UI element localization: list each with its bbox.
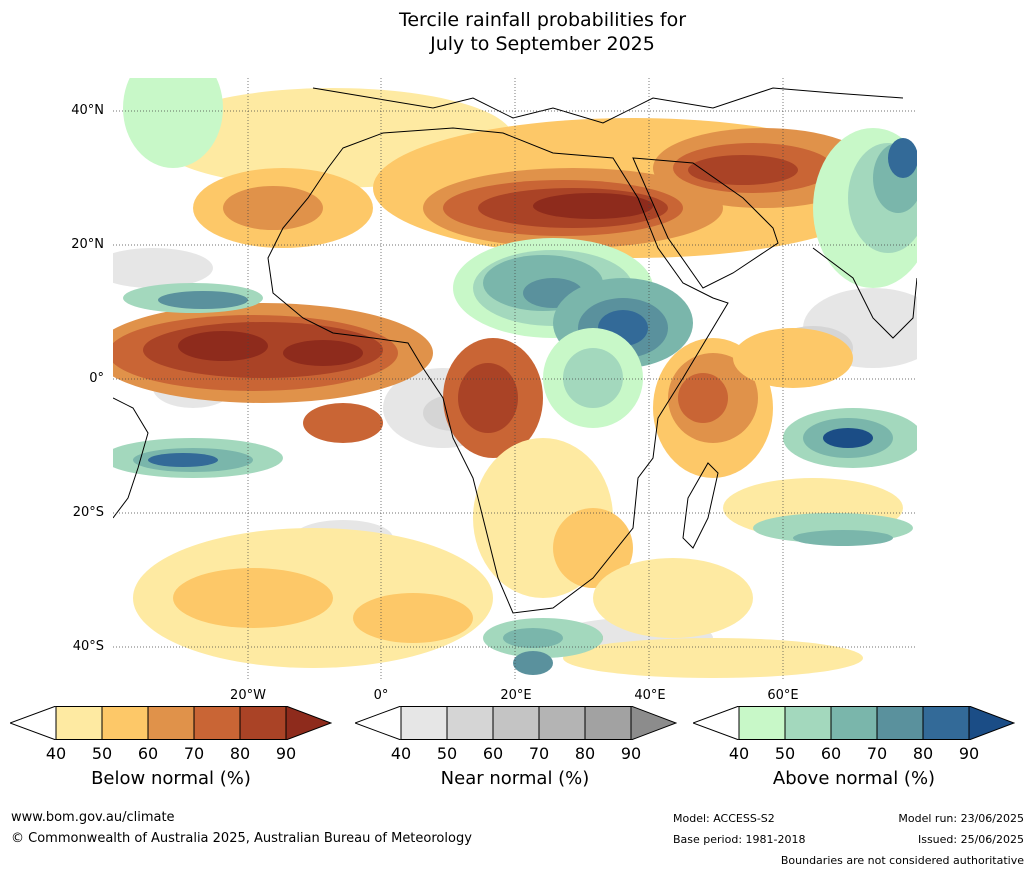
below-colorbar-high-extension — [285, 706, 332, 740]
near-tick-50: 50 — [436, 744, 458, 763]
below-colorbar-segment — [147, 706, 195, 740]
lat-label-20s: 20°S — [72, 505, 104, 520]
lon-label-0: 0° — [373, 688, 389, 703]
below-tick-40: 40 — [45, 744, 67, 763]
title-line-1: Tercile rainfall probabilities for — [398, 9, 687, 31]
europe-coastline — [312, 87, 904, 124]
arabia-coastline — [632, 157, 779, 289]
below-tick-90: 90 — [275, 744, 297, 763]
lat-label-0: 0° — [89, 371, 104, 386]
colorbar-below-normal — [10, 706, 332, 740]
below-tick-70: 70 — [183, 744, 205, 763]
lat-label-40s: 40°S — [72, 639, 104, 654]
below-tick-50: 50 — [91, 744, 113, 763]
footer-issued: Issued: 25/06/2025 — [917, 833, 1024, 846]
lon-label-60e: 60°E — [767, 688, 799, 703]
near-colorbar-segment — [400, 706, 448, 740]
below-colorbar-segment — [239, 706, 287, 740]
below-colorbar-low-extension — [10, 706, 57, 740]
lon-label-40e: 40°E — [634, 688, 666, 703]
colorbar-below-title: Below normal (%) — [91, 768, 251, 789]
graticule — [113, 78, 917, 680]
near-tick-70: 70 — [528, 744, 550, 763]
probability-fields — [113, 78, 917, 678]
near-tick-60: 60 — [482, 744, 504, 763]
colorbar-near-graphic — [355, 706, 677, 740]
colorbar-above-title: Above normal (%) — [772, 768, 936, 789]
footer-disclaimer: Boundaries are not considered authoritat… — [780, 854, 1024, 867]
lat-label-40n: 40°N — [71, 103, 104, 118]
colorbar-above-normal — [693, 706, 1015, 740]
above-tick-80: 80 — [912, 744, 934, 763]
lon-label-20e: 20°E — [500, 688, 532, 703]
above-colorbar-segment — [876, 706, 924, 740]
footer-copyright: © Commonwealth of Australia 2025, Austra… — [11, 831, 472, 846]
above-tick-50: 50 — [774, 744, 796, 763]
footer-base-period: Base period: 1981-2018 — [673, 833, 806, 846]
above-colorbar-segment — [922, 706, 970, 740]
below-tick-80: 80 — [229, 744, 251, 763]
above-colorbar-segment — [738, 706, 786, 740]
below-tick-60: 60 — [137, 744, 159, 763]
near-colorbar-low-extension — [355, 706, 402, 740]
near-tick-90: 90 — [620, 744, 642, 763]
lat-label-20n: 20°N — [71, 237, 104, 252]
above-colorbar-segment — [830, 706, 878, 740]
footer-model: Model: ACCESS-S2 — [673, 812, 775, 825]
rainfall-probability-map — [113, 78, 917, 680]
below-colorbar-segment — [55, 706, 103, 740]
below-colorbar-segment — [101, 706, 149, 740]
colorbar-above-graphic — [693, 706, 1015, 740]
colorbar-near-title: Near normal (%) — [440, 768, 590, 789]
below-colorbar-segment — [193, 706, 241, 740]
near-colorbar-segment — [446, 706, 494, 740]
above-colorbar-low-extension — [693, 706, 740, 740]
footer-model-run: Model run: 23/06/2025 — [898, 812, 1024, 825]
above-colorbar-segment — [784, 706, 832, 740]
near-colorbar-segment — [584, 706, 632, 740]
near-colorbar-segment — [538, 706, 586, 740]
map-title: Tercile rainfall probabilities for July … — [0, 8, 1035, 56]
africa-coastline — [267, 127, 729, 614]
near-tick-80: 80 — [574, 744, 596, 763]
india-coastline — [812, 247, 917, 339]
footer-website: www.bom.gov.au/climate — [11, 810, 175, 825]
map-graphic — [113, 78, 917, 680]
near-colorbar-segment — [492, 706, 540, 740]
near-colorbar-high-extension — [630, 706, 677, 740]
lon-label-20w: 20°W — [230, 688, 266, 703]
above-colorbar-high-extension — [968, 706, 1015, 740]
above-tick-70: 70 — [866, 744, 888, 763]
title-line-2: July to September 2025 — [430, 33, 655, 55]
above-tick-40: 40 — [728, 744, 750, 763]
above-tick-90: 90 — [958, 744, 980, 763]
colorbar-near-normal — [355, 706, 677, 740]
near-tick-40: 40 — [390, 744, 412, 763]
south-america-coastline — [113, 397, 149, 519]
colorbar-below-graphic — [10, 706, 332, 740]
above-tick-60: 60 — [820, 744, 842, 763]
madagascar-outline — [682, 462, 719, 549]
